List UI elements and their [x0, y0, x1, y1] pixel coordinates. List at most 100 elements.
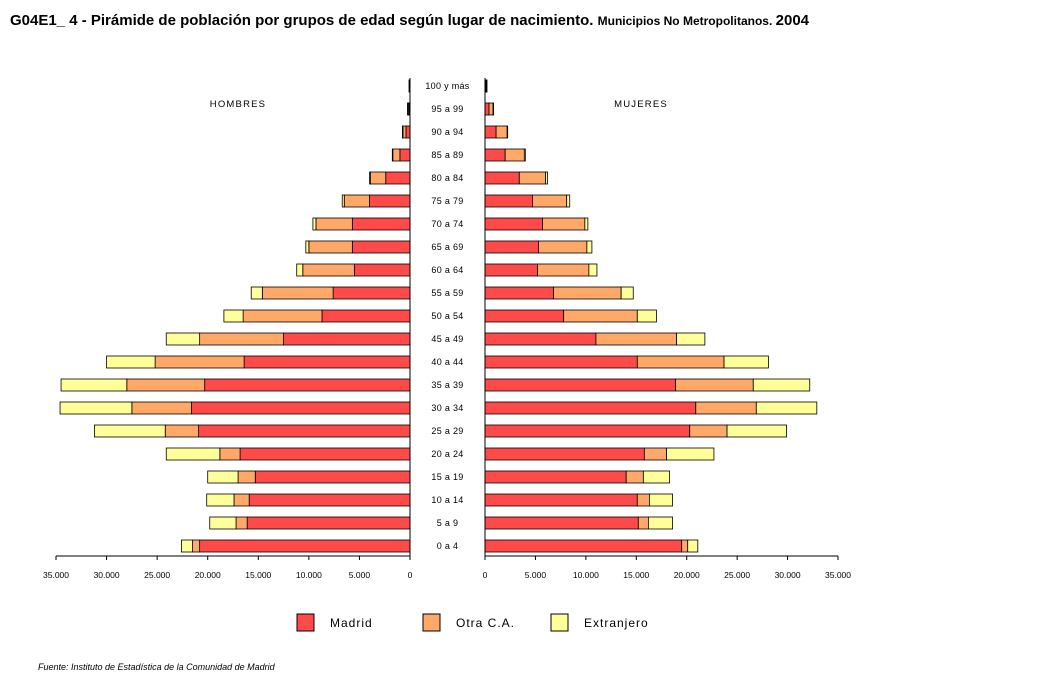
- bar-left-madrid-4: [239, 447, 411, 461]
- bar-right-madrid-6: [484, 401, 697, 415]
- bar-left-otraca-10: [242, 309, 323, 323]
- source-note: Fuente: Instituto de Estadística de la C…: [38, 662, 275, 672]
- bar-left-extranjero-4: [165, 447, 221, 461]
- age-label-7: 35 a 39: [431, 380, 463, 390]
- age-label-4: 20 a 24: [431, 449, 463, 459]
- age-label-15: 75 a 79: [431, 196, 463, 206]
- bar-right-extranjero-8: [723, 355, 769, 369]
- bar-right-otraca-17: [504, 148, 525, 162]
- tick-label-right-6: 30.000: [775, 570, 801, 580]
- bar-left-extranjero-1: [209, 516, 237, 530]
- bar-right-extranjero-3: [642, 470, 670, 484]
- bar-left-otraca-11: [261, 286, 334, 300]
- bar-right-otraca-0: [681, 539, 689, 553]
- legend-label-0: Madrid: [330, 616, 373, 630]
- age-label-19: 95 a 99: [431, 104, 463, 114]
- tick-label-left-6: 30.000: [94, 570, 120, 580]
- legend-swatch-1: [422, 613, 441, 632]
- bar-right-madrid-10: [484, 309, 565, 323]
- tick-label-right-3: 15.000: [623, 570, 649, 580]
- tick-label-left-1: 5.000: [349, 570, 371, 580]
- legend-label-1: Otra C.A.: [456, 616, 515, 630]
- age-label-0: 0 a 4: [437, 541, 459, 551]
- bar-left-madrid-16: [385, 171, 411, 185]
- age-label-1: 5 a 9: [437, 518, 459, 528]
- tick-label-left-3: 15.000: [245, 570, 271, 580]
- tick-label-right-0: 0: [483, 570, 488, 580]
- bar-left-extranjero-16: [369, 171, 371, 185]
- bar-right-extranjero-16: [545, 171, 548, 185]
- bar-left-madrid-10: [321, 309, 411, 323]
- bar-right-otraca-8: [636, 355, 725, 369]
- age-label-5: 25 a 29: [431, 426, 463, 436]
- bar-right-madrid-15: [484, 194, 533, 208]
- bar-left-otraca-5: [164, 424, 200, 438]
- bar-right-otraca-18: [495, 125, 508, 139]
- bar-right-extranjero-7: [752, 378, 811, 392]
- bar-left-extranjero-8: [106, 355, 156, 369]
- bar-right-extranjero-1: [647, 516, 673, 530]
- bar-left-otraca-6: [131, 401, 192, 415]
- bar-right-otraca-10: [563, 309, 638, 323]
- age-label-3: 15 a 19: [431, 472, 463, 482]
- bar-right-madrid-2: [484, 493, 638, 507]
- bar-right-otraca-14: [542, 217, 586, 231]
- bar-right-otraca-3: [625, 470, 644, 484]
- bar-right-otraca-7: [675, 378, 754, 392]
- bar-right-extranjero-10: [636, 309, 657, 323]
- tick-label-right-5: 25.000: [724, 570, 750, 580]
- bar-right-madrid-13: [484, 240, 539, 254]
- bar-left-otraca-17: [392, 148, 401, 162]
- bar-left-otraca-0: [192, 539, 201, 553]
- age-label-10: 50 a 54: [431, 311, 463, 321]
- bar-left-otraca-9: [199, 332, 284, 346]
- age-label-18: 90 a 94: [431, 127, 463, 137]
- bar-left-extranjero-5: [94, 424, 166, 438]
- age-label-2: 10 a 14: [431, 495, 463, 505]
- bar-left-extranjero-2: [206, 493, 235, 507]
- tick-label-left-5: 25.000: [144, 570, 170, 580]
- bar-left-extranjero-9: [165, 332, 201, 346]
- age-label-13: 65 a 69: [431, 242, 463, 252]
- bar-left-otraca-4: [219, 447, 241, 461]
- bar-right-madrid-9: [484, 332, 597, 346]
- bar-left-extranjero-10: [223, 309, 244, 323]
- bar-right-madrid-19: [484, 102, 490, 116]
- bar-right-extranjero-19: [492, 102, 494, 116]
- bar-left-madrid-8: [243, 355, 411, 369]
- bar-right-otraca-12: [537, 263, 590, 277]
- age-label-16: 80 a 84: [431, 173, 463, 183]
- tick-label-left-0: 0: [408, 570, 413, 580]
- panel-label-right: MUJERES: [614, 99, 668, 110]
- bar-right-extranjero-5: [726, 424, 787, 438]
- tick-label-right-2: 10.000: [573, 570, 599, 580]
- age-label-14: 70 a 74: [431, 219, 463, 229]
- age-label-17: 85 a 89: [431, 150, 463, 160]
- legend-swatch-0: [296, 613, 315, 632]
- age-label-12: 60 a 64: [431, 265, 463, 275]
- bar-right-extranjero-15: [566, 194, 571, 208]
- bar-left-otraca-16: [370, 171, 387, 185]
- bar-left-otraca-15: [343, 194, 370, 208]
- bar-right-extranjero-12: [588, 263, 598, 277]
- tick-label-right-1: 5.000: [525, 570, 547, 580]
- bar-right-extranjero-20: [486, 79, 488, 93]
- bar-left-extranjero-19: [407, 102, 409, 116]
- bar-right-extranjero-2: [648, 493, 673, 507]
- bar-right-extranjero-18: [506, 125, 509, 139]
- tick-label-right-7: 35.000: [825, 570, 851, 580]
- bar-right-otraca-6: [695, 401, 757, 415]
- bar-left-extranjero-6: [59, 401, 133, 415]
- bar-right-otraca-11: [553, 286, 622, 300]
- bar-left-otraca-8: [154, 355, 245, 369]
- bar-right-madrid-5: [484, 424, 691, 438]
- bar-left-extranjero-3: [207, 470, 239, 484]
- bar-right-otraca-4: [643, 447, 667, 461]
- bar-left-madrid-9: [283, 332, 411, 346]
- bar-left-extranjero-15: [341, 194, 345, 208]
- tick-label-left-7: 35.000: [43, 570, 69, 580]
- bar-right-madrid-12: [484, 263, 538, 277]
- bar-left-extranjero-12: [296, 263, 304, 277]
- bar-left-madrid-1: [246, 516, 411, 530]
